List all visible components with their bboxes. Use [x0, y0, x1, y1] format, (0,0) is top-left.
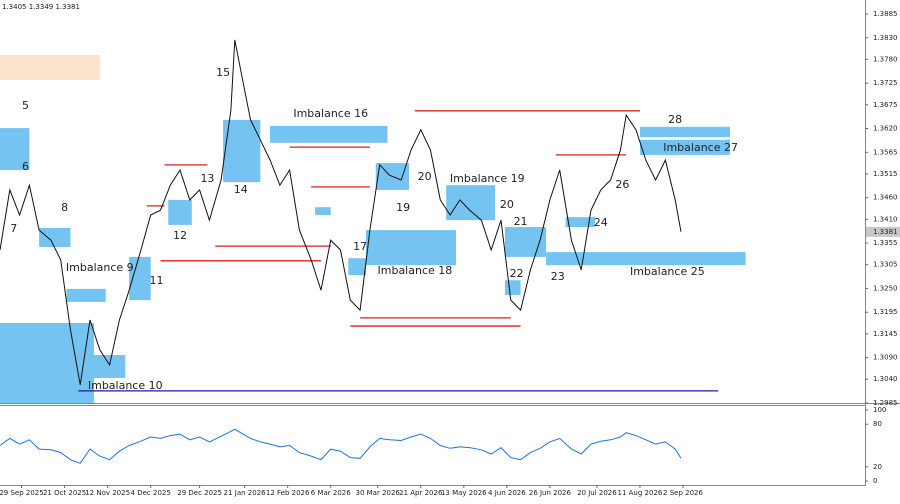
imbalance-zone	[546, 252, 746, 266]
imbalance-zone	[223, 119, 261, 183]
price-line	[0, 39, 682, 385]
annotation: 19	[396, 201, 410, 214]
annotation: 12	[173, 229, 187, 242]
imbalance-zone	[129, 256, 151, 301]
y-tick-label: 1.3515	[873, 170, 898, 178]
annotation: 13	[200, 172, 214, 185]
annotation: 20	[500, 198, 514, 211]
y-tick-label: 1.3355	[873, 239, 898, 247]
imbalance-zone	[504, 280, 521, 295]
imbalance-zone	[348, 258, 366, 276]
y-tick-label: 1.3780	[873, 55, 898, 63]
y-tick-label: 80	[873, 420, 882, 428]
annotation: 17	[353, 240, 367, 253]
y-tick-label: 1.3460	[873, 194, 898, 202]
last-price-tag	[866, 226, 900, 237]
oscillator-line	[0, 428, 682, 464]
y-tick-label: 1.3725	[873, 79, 898, 87]
imbalance-zone	[0, 55, 100, 81]
imbalance-zone	[66, 288, 106, 302]
x-tick-label: 30 Mar 2026	[356, 489, 401, 497]
y-tick-label: 1.3250	[873, 284, 898, 292]
header-value: 1.3349	[29, 3, 54, 11]
imbalance-zone	[39, 227, 71, 247]
x-tick-label: 11 Aug 2026	[618, 489, 663, 497]
y-tick-label: 100	[873, 406, 886, 414]
annotation: 21	[514, 215, 528, 228]
y-tick-label: 0	[873, 477, 877, 485]
x-tick-label: 4 Jun 2026	[488, 489, 526, 497]
annotation: 28	[668, 113, 682, 126]
annotation: Imbalance 25	[630, 265, 705, 278]
y-tick-label: 1.3620	[873, 125, 898, 133]
x-tick-label: 6 Mar 2026	[311, 489, 351, 497]
annotation: Imbalance 19	[450, 172, 525, 185]
y-tick-label: 1.3830	[873, 34, 898, 42]
annotation: 7	[10, 222, 17, 235]
annotation: 5	[22, 99, 29, 112]
x-tick-label: 13 May 2026	[441, 489, 487, 497]
header-value: 1.3405	[2, 3, 27, 11]
y-tick-label: 20	[873, 463, 882, 471]
y-tick-label: 1.3090	[873, 354, 898, 362]
imbalance-zone	[315, 207, 331, 215]
imbalance-zone	[365, 230, 456, 266]
y-tick-label: 1.3195	[873, 308, 898, 316]
y-tick-label: 1.3885	[873, 10, 898, 18]
annotation: 20	[418, 170, 432, 183]
x-tick-label: 2 Sep 2026	[663, 489, 703, 497]
y-tick-label: 1.3145	[873, 330, 898, 338]
imbalance-zone	[0, 323, 94, 403]
imbalance-zone	[565, 217, 595, 228]
imbalance-zone	[88, 355, 126, 378]
annotation: 22	[510, 267, 524, 280]
annotation: Imbalance 27	[663, 141, 738, 154]
annotation: Imbalance 10	[88, 379, 163, 392]
annotation: 11	[150, 274, 164, 287]
annotation: Imbalance 16	[293, 107, 368, 120]
annotation: 24	[594, 216, 608, 229]
y-tick-label: 1.2985	[873, 399, 898, 407]
y-tick-label: 1.3675	[873, 101, 898, 109]
imbalance-zone	[168, 199, 192, 225]
x-tick-label: 21 Apr 2026	[399, 489, 443, 497]
x-tick-label: 4 Dec 2025	[131, 489, 171, 497]
annotation: 6	[22, 160, 29, 173]
x-tick-label: 21 Oct 2025	[43, 489, 86, 497]
imbalance-zone	[639, 126, 730, 138]
imbalance-zone	[446, 185, 496, 221]
imbalance-zone	[270, 125, 388, 143]
ohlc-header: 1.3405 1.3349 1.3381	[2, 3, 80, 11]
annotation: 23	[551, 270, 565, 283]
x-tick-label: 26 Jun 2026	[529, 489, 572, 497]
annotation: 15	[216, 66, 230, 79]
y-tick-label: 1.3410	[873, 215, 898, 223]
y-tick-label: 1.3565	[873, 148, 898, 156]
imbalance-zone	[0, 128, 30, 171]
header-value: 1.3381	[55, 3, 80, 11]
annotation: Imbalance 9	[66, 261, 134, 274]
x-tick-label: 21 Jan 2026	[224, 489, 267, 497]
imbalance-zone	[639, 139, 730, 155]
x-tick-label: 12 Feb 2026	[266, 489, 310, 497]
y-tick-label: 1.3305	[873, 261, 898, 269]
annotation: 8	[61, 201, 68, 214]
annotation: 14	[234, 183, 248, 196]
annotation: Imbalance 18	[378, 264, 453, 277]
x-tick-label: 20 Jul 2026	[577, 489, 617, 497]
y-tick-label: 1.3040	[873, 375, 898, 383]
x-tick-label: 29 Sep 2025	[0, 489, 44, 497]
annotation: 26	[615, 178, 629, 191]
x-tick-label: 29 Dec 2025	[177, 489, 222, 497]
x-tick-label: 12 Nov 2025	[85, 489, 130, 497]
last-price-label: 1.3381	[873, 228, 898, 236]
